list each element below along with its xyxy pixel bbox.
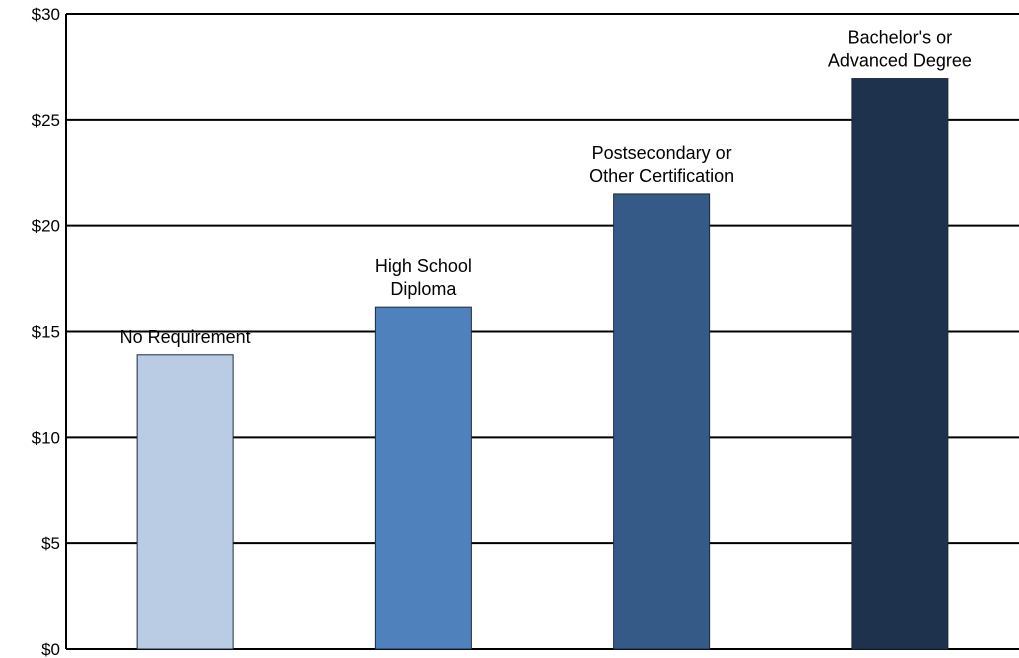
bar <box>136 354 234 650</box>
category-label: Advanced Degree <box>828 51 972 71</box>
y-axis: $0 $5 $10 $15 $20 $25 $30 <box>32 5 67 658</box>
bars <box>136 78 949 650</box>
category-label: Bachelor's or <box>848 28 952 48</box>
bar <box>851 78 949 650</box>
y-tick-label: $20 <box>32 217 60 236</box>
bar <box>613 193 711 650</box>
y-tick-label: $15 <box>32 323 60 342</box>
bar <box>374 306 472 650</box>
category-label: Postsecondary or <box>592 143 732 163</box>
y-tick-label: $25 <box>32 111 60 130</box>
y-tick-label: $30 <box>32 5 60 24</box>
y-tick-label: $0 <box>41 640 60 658</box>
category-label: High School <box>375 256 472 276</box>
category-label: Other Certification <box>589 166 734 186</box>
category-labels: No Requirement High School Diploma Postseco… <box>120 28 972 347</box>
category-label: No Requirement <box>120 327 251 347</box>
category-label: Diploma <box>390 279 457 299</box>
y-tick-label: $5 <box>41 534 60 553</box>
y-tick-label: $10 <box>32 428 60 447</box>
